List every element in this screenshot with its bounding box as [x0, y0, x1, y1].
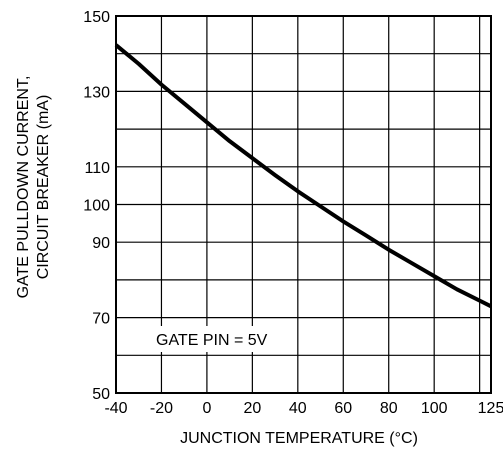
plot-frame	[115, 15, 492, 394]
annotation-gate-pin: GATE PIN = 5V	[156, 332, 268, 349]
axes	[115, 15, 492, 394]
x-tick-label: 0	[202, 400, 211, 417]
y-tick-label: 100	[83, 198, 110, 215]
y-tick-label: 70	[92, 311, 110, 328]
x-tick-label: -20	[150, 400, 173, 417]
x-tick-label: 125	[478, 400, 503, 417]
x-tick-label: 40	[289, 400, 307, 417]
x-tick-label: 60	[334, 400, 352, 417]
y-tick-label: 50	[92, 386, 110, 403]
x-axis-title: JUNCTION TEMPERATURE (°C)	[180, 430, 418, 447]
x-tick-label: 100	[421, 400, 448, 417]
x-tick-label: -40	[104, 400, 127, 417]
y-axis-title-line-2: CIRCUIT BREAKER (mA)	[35, 95, 52, 280]
annotation-layer: GATE PIN = 5V	[148, 326, 292, 352]
y-tick-label: 90	[92, 235, 110, 252]
y-tick-label: 150	[83, 9, 110, 26]
tick-labels: -40 -20 0 20 40 60 80 100 125 50 70 90 100 110 130 150	[83, 9, 503, 417]
series-layer	[114, 43, 492, 309]
annotation-background	[148, 326, 292, 352]
y-tick-label: 130	[83, 84, 110, 101]
y-axis-title-line-1: GATE PULLDOWN CURRENT,	[15, 76, 32, 299]
y-axis-title: GATE PULLDOWN CURRENT, CIRCUIT BREAKER (…	[15, 76, 52, 299]
series-line	[114, 43, 492, 309]
x-tick-label: 20	[243, 400, 261, 417]
x-tick-label: 80	[380, 400, 398, 417]
y-tick-label: 110	[84, 160, 110, 177]
grid	[115, 15, 491, 394]
